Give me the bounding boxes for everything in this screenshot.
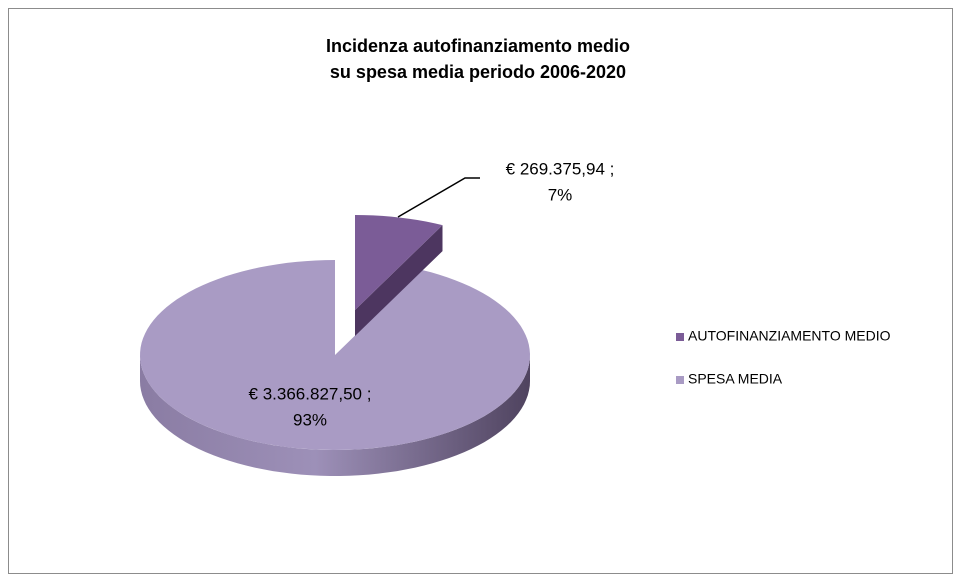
legend-swatch bbox=[676, 376, 684, 384]
data-label: € 269.375,94 ; bbox=[506, 159, 615, 178]
legend-label: AUTOFINANZIAMENTO MEDIO bbox=[688, 328, 891, 344]
chart-frame bbox=[8, 8, 953, 574]
leader-line bbox=[397, 177, 480, 218]
chart-title: su spesa media periodo 2006-2020 bbox=[330, 62, 626, 82]
legend-label: SPESA MEDIA bbox=[688, 371, 783, 387]
slice bbox=[355, 215, 443, 310]
chart-title: Incidenza autofinanziamento medio bbox=[326, 36, 630, 56]
legend-swatch bbox=[676, 333, 684, 341]
slice-side bbox=[140, 355, 530, 476]
slice-face bbox=[355, 225, 443, 336]
data-label: 93% bbox=[293, 410, 327, 429]
data-label: 7% bbox=[548, 185, 573, 204]
slice bbox=[140, 260, 530, 450]
data-label: € 3.366.827,50 ; bbox=[249, 384, 372, 403]
